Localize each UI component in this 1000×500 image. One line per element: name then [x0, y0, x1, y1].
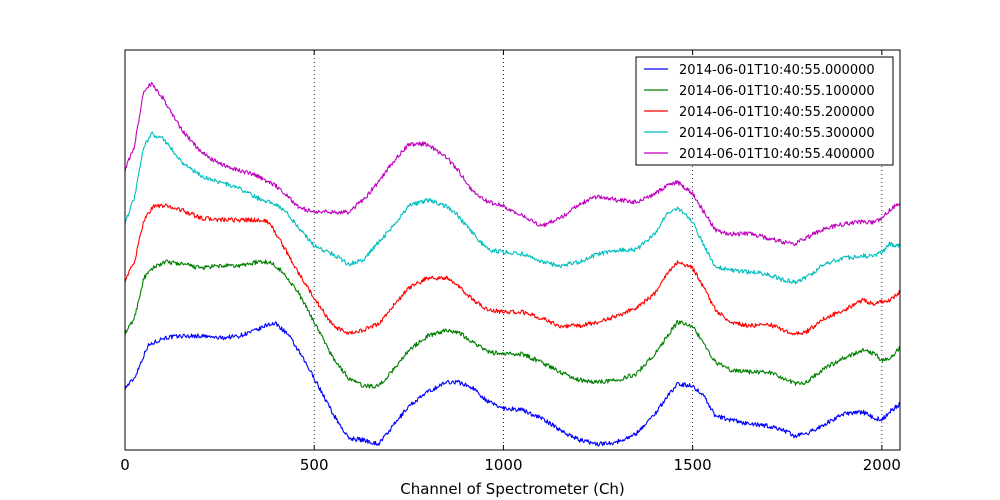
legend-label-3: 2014-06-01T10:40:55.200000 — [679, 105, 875, 120]
x-tick-label-1500: 1500 — [674, 456, 712, 474]
series-line-5 — [124, 81, 901, 247]
x-tick-label-1000: 1000 — [484, 456, 522, 474]
legend-label-5: 2014-06-01T10:40:55.400000 — [679, 147, 875, 162]
series-line-2 — [124, 259, 901, 389]
legend-label-2: 2014-06-01T10:40:55.100000 — [679, 84, 875, 99]
series-line-3 — [124, 203, 901, 336]
legend-label-1: 2014-06-01T10:40:55.000000 — [679, 63, 875, 78]
x-axis-ticks: 0 500 1000 1500 2000 — [120, 50, 901, 474]
x-tick-label-500: 500 — [300, 456, 329, 474]
legend-label-4: 2014-06-01T10:40:55.300000 — [679, 126, 875, 141]
series-lines — [124, 81, 901, 447]
legend: 2014-06-01T10:40:55.000000 2014-06-01T10:… — [635, 56, 894, 166]
x-tick-label-2000: 2000 — [863, 456, 901, 474]
plot-frame — [124, 49, 901, 451]
grid-lines — [313, 50, 883, 450]
series-line-1 — [124, 321, 901, 447]
legend-box — [635, 56, 894, 166]
x-tick-label-0: 0 — [120, 456, 130, 474]
series-line-4 — [124, 131, 901, 285]
x-axis-label: Channel of Spectrometer (Ch) — [400, 480, 625, 498]
